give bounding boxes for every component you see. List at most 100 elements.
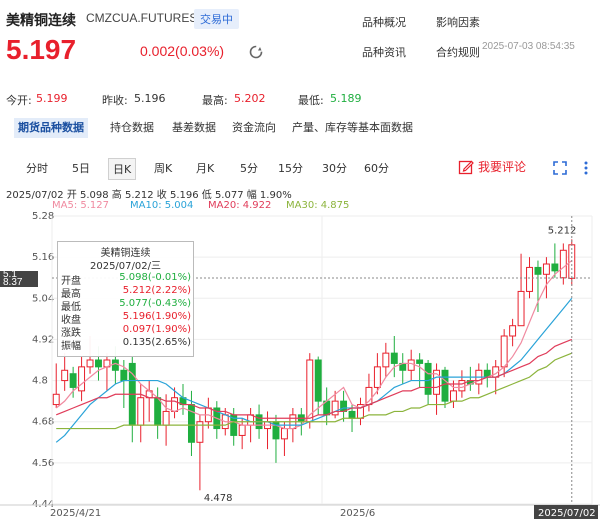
tooltip-date: 2025/07/02/三 (89, 261, 161, 272)
x-tick-label: 2025/07/02 (538, 508, 596, 519)
candle-body (407, 359, 415, 371)
candle-body (86, 359, 94, 368)
instrument-code: CMZCUA.FUTURES (86, 11, 198, 25)
link-contract-rules[interactable]: 合约规则 (436, 46, 480, 59)
ma10-legend: MA10: 5.004 (130, 200, 194, 211)
low-label: 最低: (298, 94, 324, 107)
candle-body (559, 249, 567, 279)
tab-positions[interactable]: 持仓数据 (110, 121, 154, 134)
candle-body (120, 369, 128, 382)
candle-body (534, 266, 542, 275)
ma5-legend: MA5: 5.127 (52, 200, 110, 211)
candle-body (111, 359, 119, 371)
tooltip-row-low: 最低 5.077(-0.43%) (61, 298, 191, 313)
period-weekly[interactable]: 周K (154, 162, 173, 175)
candle-body (340, 400, 348, 412)
period-5min[interactable]: 5分 (240, 162, 258, 175)
period-5day[interactable]: 5日 (72, 162, 90, 175)
candle-body (52, 393, 60, 406)
prev-close-value: 5.196 (134, 92, 166, 105)
instrument-name: 美精铜连续 (6, 13, 76, 29)
tooltip-row-change: 涨跌 0.097(1.90%) (61, 324, 191, 339)
tooltip-value: 5.212(2.22%) (122, 285, 191, 296)
ma30-legend: MA30: 4.875 (286, 200, 350, 211)
y-tick-label: 5.28 (32, 212, 54, 222)
more-icon[interactable] (582, 160, 590, 176)
last-price: 5.197 (6, 34, 77, 65)
candle-body (331, 400, 339, 416)
link-news[interactable]: 品种资讯 (362, 46, 406, 59)
y-tick-label: 4.56 (32, 458, 54, 469)
period-intraday[interactable]: 分时 (26, 162, 48, 175)
tab-basis[interactable]: 基差数据 (172, 121, 216, 134)
candle-body (171, 397, 179, 412)
crosshair-price-label: 5.1 8.37 (0, 271, 38, 287)
candle-body (69, 373, 77, 388)
ohlc-summary: 2025/07/02 开 5.098 高 5.212 收 5.196 低 5.0… (6, 190, 292, 201)
candle-body (500, 335, 508, 368)
period-15min[interactable]: 15分 (278, 162, 303, 175)
candle-body (542, 263, 550, 275)
tooltip-key: 最高 (61, 289, 81, 300)
period-60min[interactable]: 60分 (364, 162, 389, 175)
candle-body (373, 366, 381, 388)
tooltip-key: 涨跌 (61, 328, 81, 339)
y-tick-label: 5.16 (32, 252, 54, 263)
tooltip-key: 开盘 (61, 276, 81, 287)
candle-body (348, 410, 356, 419)
tooltip-row-close: 收盘 5.196(1.90%) (61, 311, 191, 326)
comment-label: 我要评论 (478, 160, 527, 174)
candle-body (314, 359, 322, 402)
candle-body (509, 325, 517, 337)
period-selector: 分时 5日 日K 周K 月K 5分 15分 30分 60分 我要评论 (6, 154, 594, 180)
high-value: 5.202 (234, 92, 266, 105)
link-factors[interactable]: 影响因素 (436, 16, 480, 29)
tab-fundamentals[interactable]: 产量、库存等基本面数据 (292, 121, 413, 134)
candle-body (424, 362, 432, 395)
tooltip-value: 0.135(2.65%) (122, 337, 191, 348)
candle-body (238, 424, 246, 436)
tooltip-row-high: 最高 5.212(2.22%) (61, 285, 191, 300)
candle-body (449, 390, 457, 402)
refresh-icon[interactable] (248, 44, 264, 60)
x-tick-label: 2025/4/21 (50, 508, 101, 519)
tooltip-value: 5.077(-0.43%) (119, 298, 191, 309)
prev-close-label: 昨收: (102, 94, 128, 107)
link-overview[interactable]: 品种概况 (362, 16, 406, 29)
y-tick-label: 4.8 (32, 376, 48, 387)
candle-body (390, 352, 398, 364)
candle-body (433, 369, 441, 395)
low-value: 5.189 (330, 92, 362, 105)
open-value: 5.199 (36, 92, 68, 105)
period-30min[interactable]: 30分 (322, 162, 347, 175)
candle-tooltip: 美精铜连续 2025/07/02/三 开盘 5.098(-0.01%) 最高 5.2… (57, 241, 194, 357)
tooltip-key: 振幅 (61, 341, 81, 352)
x-tick-label: 2025/6 (340, 508, 375, 519)
tooltip-row-amplitude: 振幅 0.135(2.65%) (61, 337, 191, 352)
candle-body (526, 266, 533, 292)
comment-button[interactable]: 我要评论 (458, 158, 526, 175)
kline-chart[interactable]: 5.285.165.044.924.84.684.564.442025/4/21… (0, 212, 600, 522)
tooltip-row-open: 开盘 5.098(-0.01%) (61, 272, 191, 287)
x-label-highlight (534, 505, 598, 519)
tab-futures-data[interactable]: 期货品种数据 (14, 118, 88, 138)
candle-body (162, 410, 170, 426)
candle-body (517, 290, 525, 327)
tooltip-title: 美精铜连续 (100, 248, 151, 259)
candle-body (247, 414, 255, 426)
ma20-legend: MA20: 4.922 (208, 200, 272, 211)
price-change: 0.002(0.03%) (140, 43, 225, 59)
ma20-line (56, 338, 572, 419)
candle-body (551, 263, 559, 272)
candle-body (382, 352, 390, 368)
tab-fund-flow[interactable]: 资金流向 (232, 121, 276, 134)
tooltip-key: 收盘 (61, 315, 81, 326)
edit-icon (458, 160, 474, 174)
candle-body (61, 369, 69, 382)
ma30-line (56, 352, 572, 430)
candle-body (154, 397, 162, 426)
fullscreen-icon[interactable] (552, 160, 568, 176)
y-tick-label: 4.92 (32, 334, 54, 345)
period-daily[interactable]: 日K (108, 158, 137, 180)
period-monthly[interactable]: 月K (196, 162, 215, 175)
